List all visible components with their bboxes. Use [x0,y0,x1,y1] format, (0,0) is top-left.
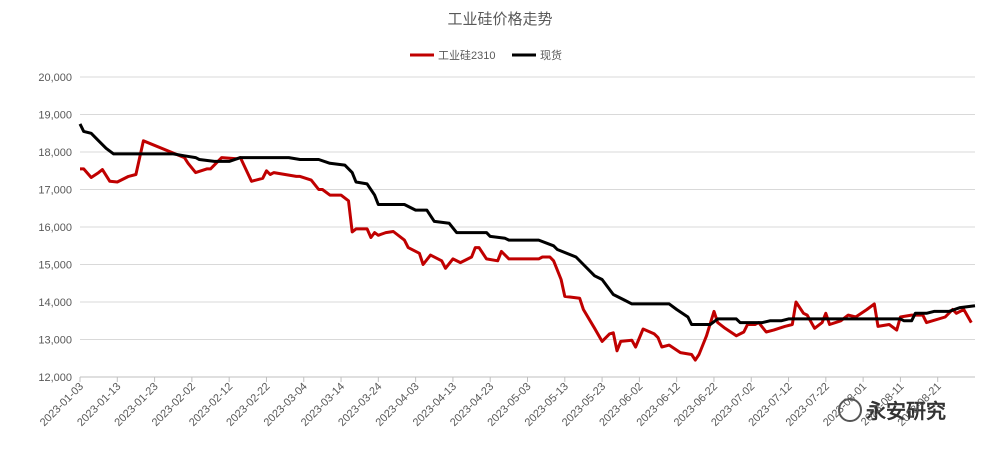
y-tick-label: 12,000 [38,372,72,384]
y-tick-label: 17,000 [38,185,72,197]
series-line [80,139,973,362]
y-tick-label: 13,000 [38,335,72,347]
series-line [78,123,976,326]
y-tick-label: 18,000 [38,147,72,159]
y-tick-label: 19,000 [38,110,72,122]
y-tick-label: 20,000 [38,72,72,84]
chart-title: 工业硅价格走势 [447,11,552,28]
legend-item: 现货 [512,48,562,62]
legend-label: 工业硅2310 [438,49,495,62]
y-tick-label: 15,000 [38,260,72,272]
y-tick-label: 16,000 [38,222,72,234]
watermark: 永安研究 [838,398,946,423]
y-tick-label: 14,000 [38,297,72,309]
legend-label: 现货 [540,48,562,62]
watermark-icon [838,398,862,422]
watermark-text: 永安研究 [865,399,946,423]
legend-item: 工业硅2310 [410,49,495,62]
